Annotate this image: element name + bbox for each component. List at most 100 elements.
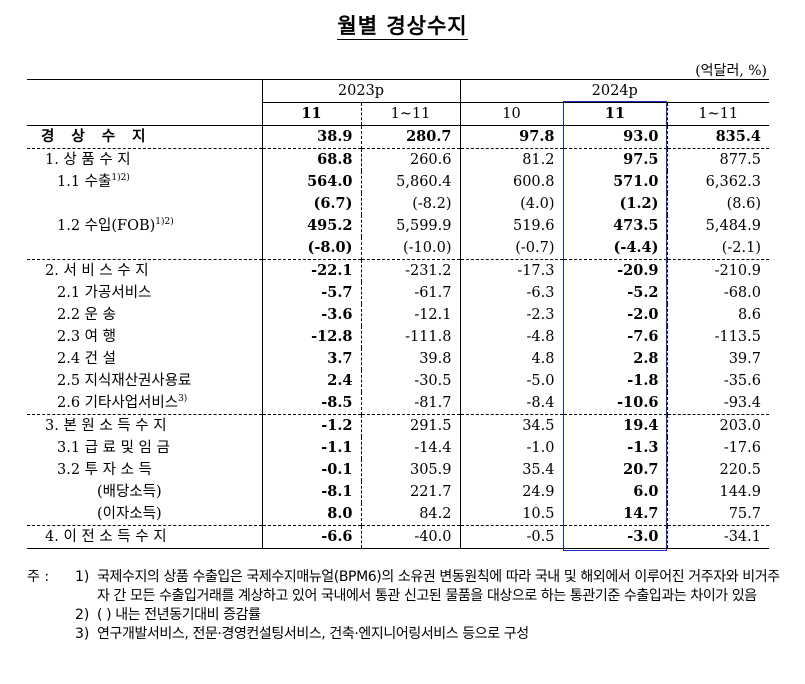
cell-value: -3.0 [562,525,667,549]
note-number: 3) [75,626,90,642]
page-title: 월별 경상수지 [337,13,468,40]
cell-value: 35.4 [459,459,563,481]
row-label: 1.2 수입(FOB)1)2) [57,217,174,234]
cell-value: -7.6 [562,326,667,348]
cell-value: 6.0 [562,481,667,503]
header-months-row: 11 1~11 10 11 1~11 [27,102,769,126]
cell-value: -1.1 [261,437,361,459]
cell-value: 221.7 [360,481,460,503]
cell-value: 835.4 [666,125,769,149]
cell-value: -5.0 [459,370,563,392]
cell-value: 19.4 [562,414,667,437]
cell-value: 14.7 [562,503,667,526]
cell-value: 203.0 [666,414,769,437]
note-number: 2) [75,607,90,623]
table-row: 2.3 여 행 -12.8 -111.8 -4.8 -7.6 -113.5 [27,326,769,348]
cell-value: 8.6 [666,304,769,326]
cell-value: -22.1 [261,259,361,282]
cell-value: 5,484.9 [666,215,769,237]
cell-value: 93.0 [562,125,667,149]
cell-value: 495.2 [261,215,361,237]
row-label: 3.2 투 자 소 득 [57,462,152,478]
table-row: 2.6 기타사업서비스3) -8.5 -81.7 -8.4 -10.6 -93.4 [27,392,769,415]
cell-value: -3.6 [261,304,361,326]
cell-value: (-0.7) [459,237,563,260]
col-header: 1~11 [360,102,460,126]
cell-value: 34.5 [459,414,563,437]
cell-value: 97.5 [562,148,667,171]
row-label: 2.5 지식재산권사용료 [57,373,192,389]
cell-value: 97.8 [459,125,563,149]
cell-value: -40.0 [360,525,460,549]
table-row: 2. 서 비 스 수 지 -22.1 -231.2 -17.3 -20.9 -210.9 [27,259,769,282]
notes-mark: 주 : [27,569,50,585]
table-row: 1.1 수출1)2) 564.0 5,860.4 600.8 571.0 6,362.3 [27,171,769,193]
col-header: 10 [459,102,563,126]
cell-value: -5.7 [261,282,361,304]
cell-value: 75.7 [666,503,769,526]
cell-value: (-4.4) [562,237,667,260]
year-2024-header: 2024p [459,79,769,103]
cell-value: -0.1 [261,459,361,481]
cell-value: -30.5 [360,370,460,392]
cell-value: 81.2 [459,148,563,171]
cell-value: 144.9 [666,481,769,503]
cell-value: 280.7 [360,125,460,149]
cell-value: 519.6 [459,215,563,237]
cell-value: -93.4 [666,392,769,415]
cell-value: -17.6 [666,437,769,459]
cell-value: 39.8 [360,348,460,370]
note-text: 연구개발서비스, 전문·경영컨설팅서비스, 건축·엔지니어링서비스 등으로 구성 [97,626,529,642]
table-row: 1.2 수입(FOB)1)2) 495.2 5,599.9 519.6 473.5 5,4… [27,215,769,237]
cell-value: 68.8 [261,148,361,171]
row-label: 2.4 건 설 [57,351,116,367]
row-label: 1. 상 품 수 지 [27,148,262,171]
cell-value: -35.6 [666,370,769,392]
row-label: 2. 서 비 스 수 지 [27,259,262,282]
cell-value: (4.0) [459,193,563,215]
cell-value: -5.2 [562,282,667,304]
cell-value: 3.7 [261,348,361,370]
table-row: 3.1 급 료 및 임 금 -1.1 -14.4 -1.0 -1.3 -17.6 [27,437,769,459]
row-label: 2.2 운 송 [57,307,116,323]
cell-value: -8.5 [261,392,361,415]
cell-value: 5,860.4 [360,171,460,193]
cell-value: (-8.2) [360,193,460,215]
current-account-table: 2023p 2024p 11 1~11 10 11 1~11 경 상 수 지 38… [27,79,769,549]
cell-value: -12.8 [261,326,361,348]
cell-value: -8.4 [459,392,563,415]
table-row: 2.2 운 송 -3.6 -12.1 -2.3 -2.0 8.6 [27,304,769,326]
cell-value: -34.1 [666,525,769,549]
row-label: (이자소득) [97,506,162,522]
cell-value: -6.6 [261,525,361,549]
row-label: 경 상 수 지 [27,125,262,149]
cell-value: 8.0 [261,503,361,526]
cell-value: 6,362.3 [666,171,769,193]
cell-value: -1.2 [261,414,361,437]
row-label: 3. 본 원 소 득 수 지 [27,414,262,437]
cell-value: 10.5 [459,503,563,526]
row-label [27,237,262,260]
cell-value: 5,599.9 [360,215,460,237]
cell-value: -2.0 [562,304,667,326]
cell-value: (1.2) [562,193,667,215]
cell-value: -231.2 [360,259,460,282]
cell-value: 2.8 [562,348,667,370]
cell-value: -17.3 [459,259,563,282]
row-label [27,193,262,215]
cell-value: -6.3 [459,282,563,304]
cell-value: (8.6) [666,193,769,215]
cell-value: -111.8 [360,326,460,348]
col-header: 1~11 [666,102,769,126]
note-text: ( ) 내는 전년동기대비 증감률 [97,607,261,623]
cell-value: 220.5 [666,459,769,481]
cell-value: 39.7 [666,348,769,370]
unit-label: (억달러, %) [695,63,767,79]
cell-value: -210.9 [666,259,769,282]
cell-value: -20.9 [562,259,667,282]
table-row: 3. 본 원 소 득 수 지 -1.2 291.5 34.5 19.4 203.0 [27,414,769,437]
note-text: 국제수지의 상품 수출입은 국제수지매뉴얼(BPM6)의 소유권 변동원칙에 따… [97,569,780,604]
table-row: (-8.0) (-10.0) (-0.7) (-4.4) (-2.1) [27,237,769,260]
cell-value: (-8.0) [261,237,361,260]
cell-value: (6.7) [261,193,361,215]
